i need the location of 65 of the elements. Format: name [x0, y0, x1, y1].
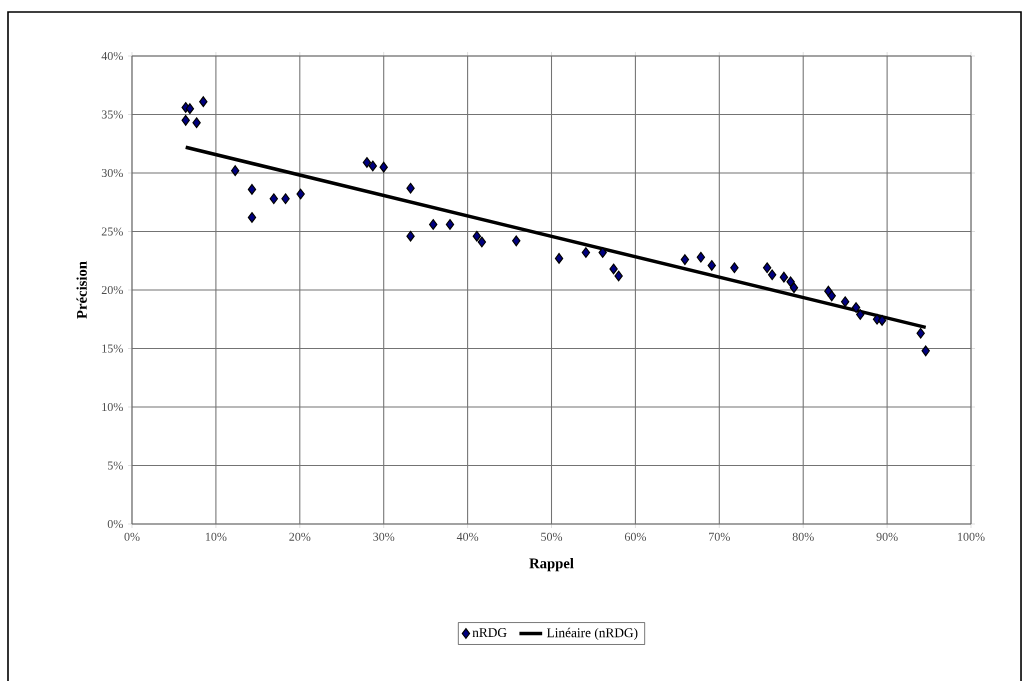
point: [247, 212, 257, 223]
point: [429, 219, 438, 230]
point: [840, 296, 850, 308]
point: [368, 160, 377, 172]
point: [406, 230, 415, 242]
point: [281, 193, 290, 205]
point: [730, 262, 739, 274]
point: [512, 235, 521, 247]
y-tick-label: 10%: [102, 402, 123, 412]
point: [614, 270, 623, 282]
point: [406, 182, 415, 194]
point: [231, 165, 240, 177]
point: [199, 96, 208, 108]
y-tick-label: 35%: [101, 110, 123, 119]
point: [789, 282, 799, 294]
point: [554, 253, 564, 264]
point: [851, 302, 861, 313]
legend-label: nRDG: [472, 628, 507, 638]
point: [581, 247, 591, 258]
y-tick-label: 15%: [102, 344, 123, 353]
x-tick-label: 0%: [124, 532, 140, 541]
point: [877, 315, 887, 326]
point: [192, 117, 201, 129]
x-tick-label: 100%: [958, 532, 985, 541]
point: [779, 271, 789, 283]
point: [477, 236, 487, 248]
y-tick-label: 0%: [107, 519, 123, 529]
x-axis-title: Rappel: [529, 558, 574, 572]
x-tick-label: 10%: [205, 532, 227, 541]
y-axis-title: Précision: [76, 261, 87, 319]
point: [767, 269, 777, 281]
x-tick-label: 50%: [541, 532, 563, 541]
point: [185, 103, 195, 115]
point: [786, 276, 795, 288]
y-tick-label: 20%: [101, 285, 123, 295]
point: [598, 247, 607, 258]
point: [269, 193, 278, 205]
point: [472, 230, 482, 242]
x-tick-label: 20%: [289, 532, 311, 541]
point: [762, 262, 772, 274]
x-tick-label: 80%: [792, 532, 814, 541]
point: [707, 260, 716, 271]
point: [696, 251, 706, 263]
point: [445, 219, 455, 230]
legend-label: Linéaire (nRDG): [546, 627, 638, 640]
point: [247, 183, 257, 195]
point: [827, 290, 836, 302]
point: [296, 188, 305, 200]
y-tick-label: 5%: [107, 461, 123, 470]
point: [856, 309, 865, 320]
x-tick-label: 30%: [373, 532, 395, 541]
point: [379, 161, 388, 173]
point: [680, 254, 690, 265]
x-tick-label: 40%: [456, 532, 479, 541]
point: [362, 157, 372, 168]
point: [916, 327, 925, 339]
x-tick-label: 60%: [624, 532, 647, 541]
x-tick-label: 70%: [709, 532, 730, 541]
x-tick-label: 90%: [876, 532, 898, 541]
point: [921, 345, 930, 357]
y-tick-label: 40%: [101, 51, 123, 61]
point: [609, 263, 618, 275]
y-tick-label: 25%: [101, 227, 123, 236]
y-tick-label: 30%: [101, 168, 123, 178]
point: [181, 114, 190, 126]
